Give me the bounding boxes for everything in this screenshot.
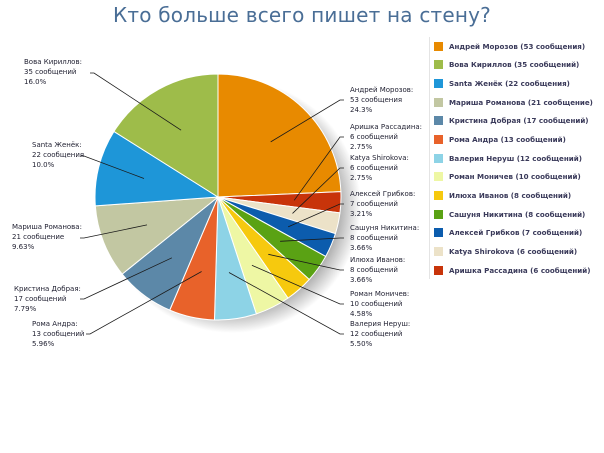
slice-label-count: 35 сообщений [24, 68, 76, 76]
pie-leader-line [228, 272, 344, 335]
legend-item: Santa Женёк (22 сообщения) [434, 74, 604, 93]
slice-label-name: Сашуня Никитина: [350, 224, 419, 232]
slice-label-name: Santa Женёк: [32, 141, 82, 149]
chart-title: Кто больше всего пишет на стену? [113, 3, 491, 27]
slice-label-percent: 2.75% [350, 174, 373, 182]
slice-label-percent: 2.75% [350, 143, 373, 151]
pie-slice [217, 73, 342, 198]
slice-label-count: 10 сообщений [350, 300, 402, 308]
pie-leader-line [287, 203, 344, 228]
legend-item: Рома Андра (13 сообщений) [434, 130, 604, 149]
pie-leader-line [280, 237, 344, 242]
legend-swatch [434, 135, 443, 145]
slice-label-name: Рома Андра: [32, 320, 78, 328]
chart-legend: Андрей Морозов (53 сообщения) Вова Кирилл… [429, 37, 604, 280]
pie-leader-line [90, 72, 182, 131]
pie-leader-line [268, 253, 344, 271]
slice-label-count: 8 сообщений [350, 266, 398, 274]
legend-swatch [434, 41, 443, 51]
slice-label-percent: 16.0% [24, 78, 47, 86]
pie-leader-line [80, 155, 145, 179]
legend-swatch [434, 116, 443, 126]
pie-slice [94, 130, 220, 207]
slice-label-percent: 3.66% [350, 276, 373, 284]
slice-label-percent: 7.79% [14, 305, 37, 313]
legend-label: Аришка Рассадина (6 сообщений) [449, 265, 591, 275]
legend-label: Мариша Романова (21 сообщение) [449, 97, 593, 107]
pie-leader-line [80, 257, 173, 300]
slice-label-percent: 5.96% [32, 340, 55, 348]
slice-label-percent: 9.63% [12, 243, 35, 251]
slice-label-name: Валерия Неруш: [350, 320, 410, 328]
slice-label-percent: 10.0% [32, 161, 55, 169]
slice-label-percent: 24.3% [350, 106, 373, 114]
slice-label-name: Алексей Грибков: [350, 190, 415, 198]
legend-swatch [434, 172, 443, 182]
legend-swatch [434, 79, 443, 89]
slice-label-name: Андрей Морозов: [350, 86, 413, 94]
legend-label: Katya Shirokova (6 сообщений) [449, 246, 578, 256]
pie-leader-line [270, 99, 344, 143]
slice-label-name: Вова Кириллов: [24, 58, 82, 66]
slice-label-percent: 3.66% [350, 244, 373, 252]
slice-label-count: 12 сообщений [350, 330, 402, 338]
pie-leader-line [251, 264, 344, 305]
legend-item: Katya Shirokova (6 сообщений) [434, 242, 604, 261]
legend-item: Кристина Добрая (17 сообщений) [434, 112, 604, 131]
legend-swatch [434, 153, 443, 163]
legend-label: Сашуня Никитина (8 сообщений) [449, 209, 586, 219]
pie-leader-line [292, 167, 344, 214]
slice-label-percent: 5.50% [350, 340, 373, 348]
legend-label: Валерия Неруш (12 сообщений) [449, 153, 582, 163]
pie-leader-line [293, 136, 344, 201]
slice-label-name: Илюха Иванов: [350, 256, 405, 264]
slice-label-count: 53 сообщения [350, 96, 402, 104]
slice-label-count: 6 сообщений [350, 164, 398, 172]
legend-item: Алексей Грибков (7 сообщений) [434, 223, 604, 242]
slice-label-name: Роман Моничев: [350, 290, 409, 298]
slice-label-percent: 4.58% [350, 310, 373, 318]
slice-label-name: Katya Shirokova: [350, 154, 409, 162]
legend-label: Роман Моничев (10 сообщений) [449, 172, 581, 182]
legend-swatch [434, 228, 443, 238]
legend-swatch [434, 190, 443, 200]
slice-label-count: 8 сообщений [350, 234, 398, 242]
legend-item: Аришка Рассадина (6 сообщений) [434, 261, 604, 280]
legend-item: Вова Кириллов (35 сообщений) [434, 56, 604, 75]
legend-label: Андрей Морозов (53 сообщения) [449, 41, 586, 51]
slice-label-count: 13 сообщений [32, 330, 84, 338]
slice-label-count: 22 сообщения [32, 151, 84, 159]
slice-label-count: 6 сообщений [350, 133, 398, 141]
slice-label-name: Кристина Добрая: [14, 285, 81, 293]
slice-label-name: Мариша Романова: [12, 223, 82, 231]
legend-label: Рома Андра (13 сообщений) [449, 135, 566, 145]
slice-label-name: Аришка Рассадина: [350, 123, 422, 131]
legend-swatch [434, 246, 443, 256]
legend-item: Мариша Романова (21 сообщение) [434, 93, 604, 112]
legend-item: Валерия Неруш (12 сообщений) [434, 149, 604, 168]
legend-label: Кристина Добрая (17 сообщений) [449, 116, 589, 126]
legend-label: Santa Женёк (22 сообщения) [449, 79, 570, 89]
legend-item: Илюха Иванов (8 сообщений) [434, 186, 604, 205]
slice-label-count: 21 сообщение [12, 233, 64, 241]
pie-leader-line [86, 271, 202, 335]
slice-label-count: 17 сообщений [14, 295, 66, 303]
legend-label: Вова Кириллов (35 сообщений) [449, 60, 580, 70]
slice-label-count: 7 сообщений [350, 200, 398, 208]
pie-leader-line [80, 224, 148, 239]
legend-item: Роман Моничев (10 сообщений) [434, 167, 604, 186]
legend-item: Андрей Морозов (53 сообщения) [434, 37, 604, 56]
legend-label: Илюха Иванов (8 сообщений) [449, 190, 572, 200]
legend-item: Сашуня Никитина (8 сообщений) [434, 205, 604, 224]
legend-label: Алексей Грибков (7 сообщений) [449, 228, 583, 238]
legend-swatch [434, 209, 443, 219]
legend-swatch [434, 97, 443, 107]
pie-slice [113, 73, 219, 198]
pie-slice [94, 196, 220, 275]
slice-label-percent: 3.21% [350, 210, 373, 218]
legend-swatch [434, 60, 443, 70]
legend-swatch [434, 265, 443, 275]
